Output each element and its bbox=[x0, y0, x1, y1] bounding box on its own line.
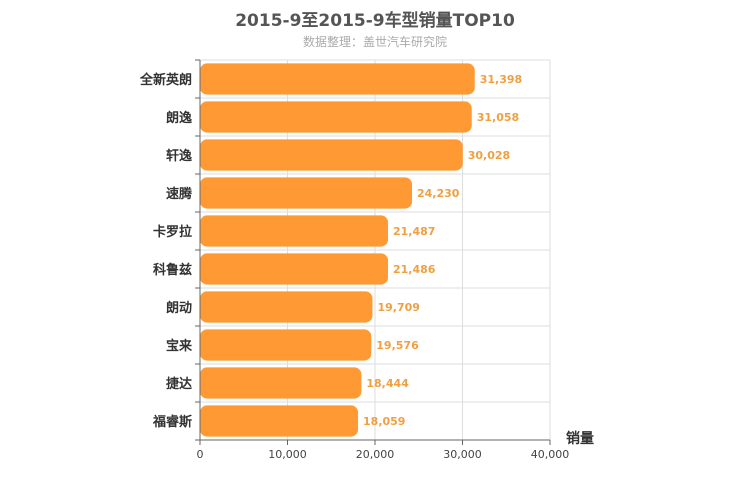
bar bbox=[200, 101, 472, 133]
bars bbox=[200, 63, 475, 437]
category-label: 卡罗拉 bbox=[153, 224, 192, 240]
axes bbox=[195, 59, 551, 445]
category-label: 轩逸 bbox=[166, 148, 192, 164]
x-tick-label: 10,000 bbox=[268, 448, 307, 461]
bar bbox=[200, 291, 373, 323]
bar bbox=[200, 177, 413, 209]
data-label: 19,709 bbox=[377, 301, 419, 314]
category-label: 捷达 bbox=[166, 376, 192, 392]
data-label: 21,487 bbox=[393, 225, 435, 238]
category-label: 速腾 bbox=[166, 186, 193, 202]
bar bbox=[200, 215, 389, 247]
bar bbox=[200, 253, 389, 285]
category-label: 福睿斯 bbox=[152, 414, 192, 430]
bar bbox=[200, 139, 463, 171]
x-tick-label: 0 bbox=[197, 448, 204, 461]
x-tick-label: 40,000 bbox=[531, 448, 570, 461]
data-label: 21,486 bbox=[393, 263, 436, 276]
bar bbox=[200, 329, 372, 361]
x-axis-title: 销量 bbox=[566, 430, 594, 447]
bar bbox=[200, 367, 362, 399]
data-label: 31,058 bbox=[477, 111, 519, 124]
data-labels: 31,398 31,058 30,028 24,230 21,487 21,486 19,7… bbox=[363, 73, 522, 428]
data-label: 30,028 bbox=[468, 149, 510, 162]
data-label: 31,398 bbox=[480, 73, 522, 86]
data-label: 18,444 bbox=[366, 377, 409, 390]
data-label: 18,059 bbox=[363, 415, 405, 428]
category-label: 朗动 bbox=[166, 300, 192, 316]
data-label: 24,230 bbox=[417, 187, 460, 200]
x-tick-label: 20,000 bbox=[356, 448, 395, 461]
bar bbox=[200, 63, 475, 95]
category-label: 朗逸 bbox=[166, 110, 192, 126]
x-tick-labels: 0 10,000 20,000 30,000 40,000 bbox=[197, 448, 570, 461]
data-label: 19,576 bbox=[376, 339, 419, 352]
category-label: 科鲁兹 bbox=[153, 262, 192, 278]
x-tick-label: 30,000 bbox=[443, 448, 482, 461]
chart-title: 2015-9至2015-9车型销量TOP10 bbox=[235, 11, 515, 31]
chart-subtitle: 数据整理：盖世汽车研究院 bbox=[302, 35, 447, 49]
bar bbox=[200, 405, 359, 437]
category-label: 宝来 bbox=[166, 338, 193, 354]
category-label: 全新英朗 bbox=[139, 72, 192, 88]
